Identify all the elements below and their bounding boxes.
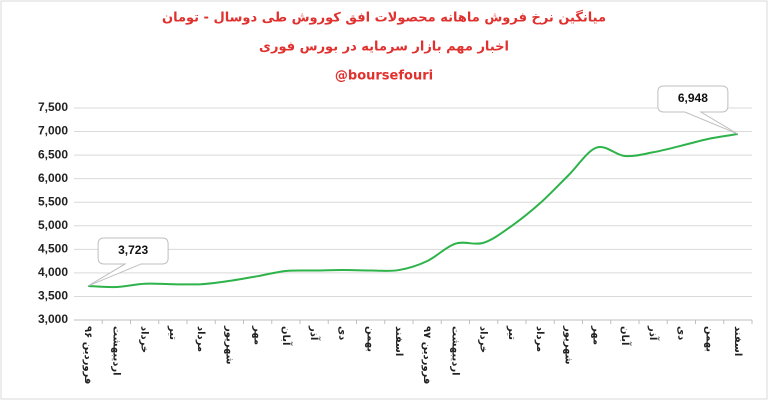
x-tick-label: مرداد bbox=[534, 326, 545, 352]
y-tick-label: 6,000 bbox=[38, 171, 68, 185]
callout-box bbox=[87, 237, 169, 287]
y-tick-label: 7,000 bbox=[38, 124, 68, 138]
x-tick-label: آذر bbox=[647, 325, 660, 341]
chart-caption: @boursefouri bbox=[335, 69, 433, 84]
y-tick-label: 5,500 bbox=[38, 194, 68, 208]
callout-box bbox=[657, 85, 739, 135]
x-tick-label: شهریور bbox=[223, 325, 234, 365]
x-tick-label: تیر bbox=[506, 325, 517, 340]
x-tick-label: بهمن bbox=[365, 326, 376, 352]
x-tick-label: آبان bbox=[619, 326, 632, 346]
x-tick-label: اردیبهشت bbox=[449, 326, 460, 376]
x-tick-label: اردیبهشت bbox=[110, 326, 121, 376]
x-tick-label: آبان bbox=[280, 326, 293, 346]
x-tick-label: مهر bbox=[252, 325, 263, 345]
x-tick-label: فروردین ۹۷ bbox=[421, 326, 432, 384]
x-tick-label: آذر bbox=[308, 325, 321, 341]
x-tick-label: فروردین ۹۶ bbox=[82, 326, 93, 384]
y-tick-label: 6,500 bbox=[38, 147, 68, 161]
y-tick-label: 3,000 bbox=[38, 312, 68, 326]
chart-subtitle: اخبار مهم بازار سرمایه در بورس فوری bbox=[259, 40, 509, 55]
data-label: 3,723 bbox=[118, 243, 148, 257]
x-tick-label: دی bbox=[336, 326, 347, 340]
line-series bbox=[88, 133, 739, 289]
x-tick-label: دی bbox=[675, 326, 686, 340]
x-tick-label: شهریور bbox=[562, 325, 573, 365]
x-tick-label: مهر bbox=[591, 325, 602, 345]
x-tick-label: بهمن bbox=[704, 326, 715, 352]
y-tick-label: 5,000 bbox=[38, 218, 68, 232]
x-tick-label: خرداد bbox=[139, 326, 150, 353]
data-label: 6,948 bbox=[678, 91, 708, 105]
y-tick-label: 4,000 bbox=[38, 265, 68, 279]
y-tick-label: 3,500 bbox=[38, 289, 68, 303]
y-tick-label: 4,500 bbox=[38, 242, 68, 256]
x-tick-label: تیر bbox=[167, 325, 178, 340]
x-tick-label: اسفند bbox=[393, 326, 404, 356]
x-tick-label: مرداد bbox=[195, 326, 206, 352]
x-tick-label: اسفند bbox=[732, 326, 743, 356]
chart-title: میانگین نرخ فروش ماهانه محصولات افق کورو… bbox=[162, 10, 606, 26]
y-tick-label: 7,500 bbox=[38, 100, 68, 114]
x-tick-label: خرداد bbox=[478, 326, 489, 353]
